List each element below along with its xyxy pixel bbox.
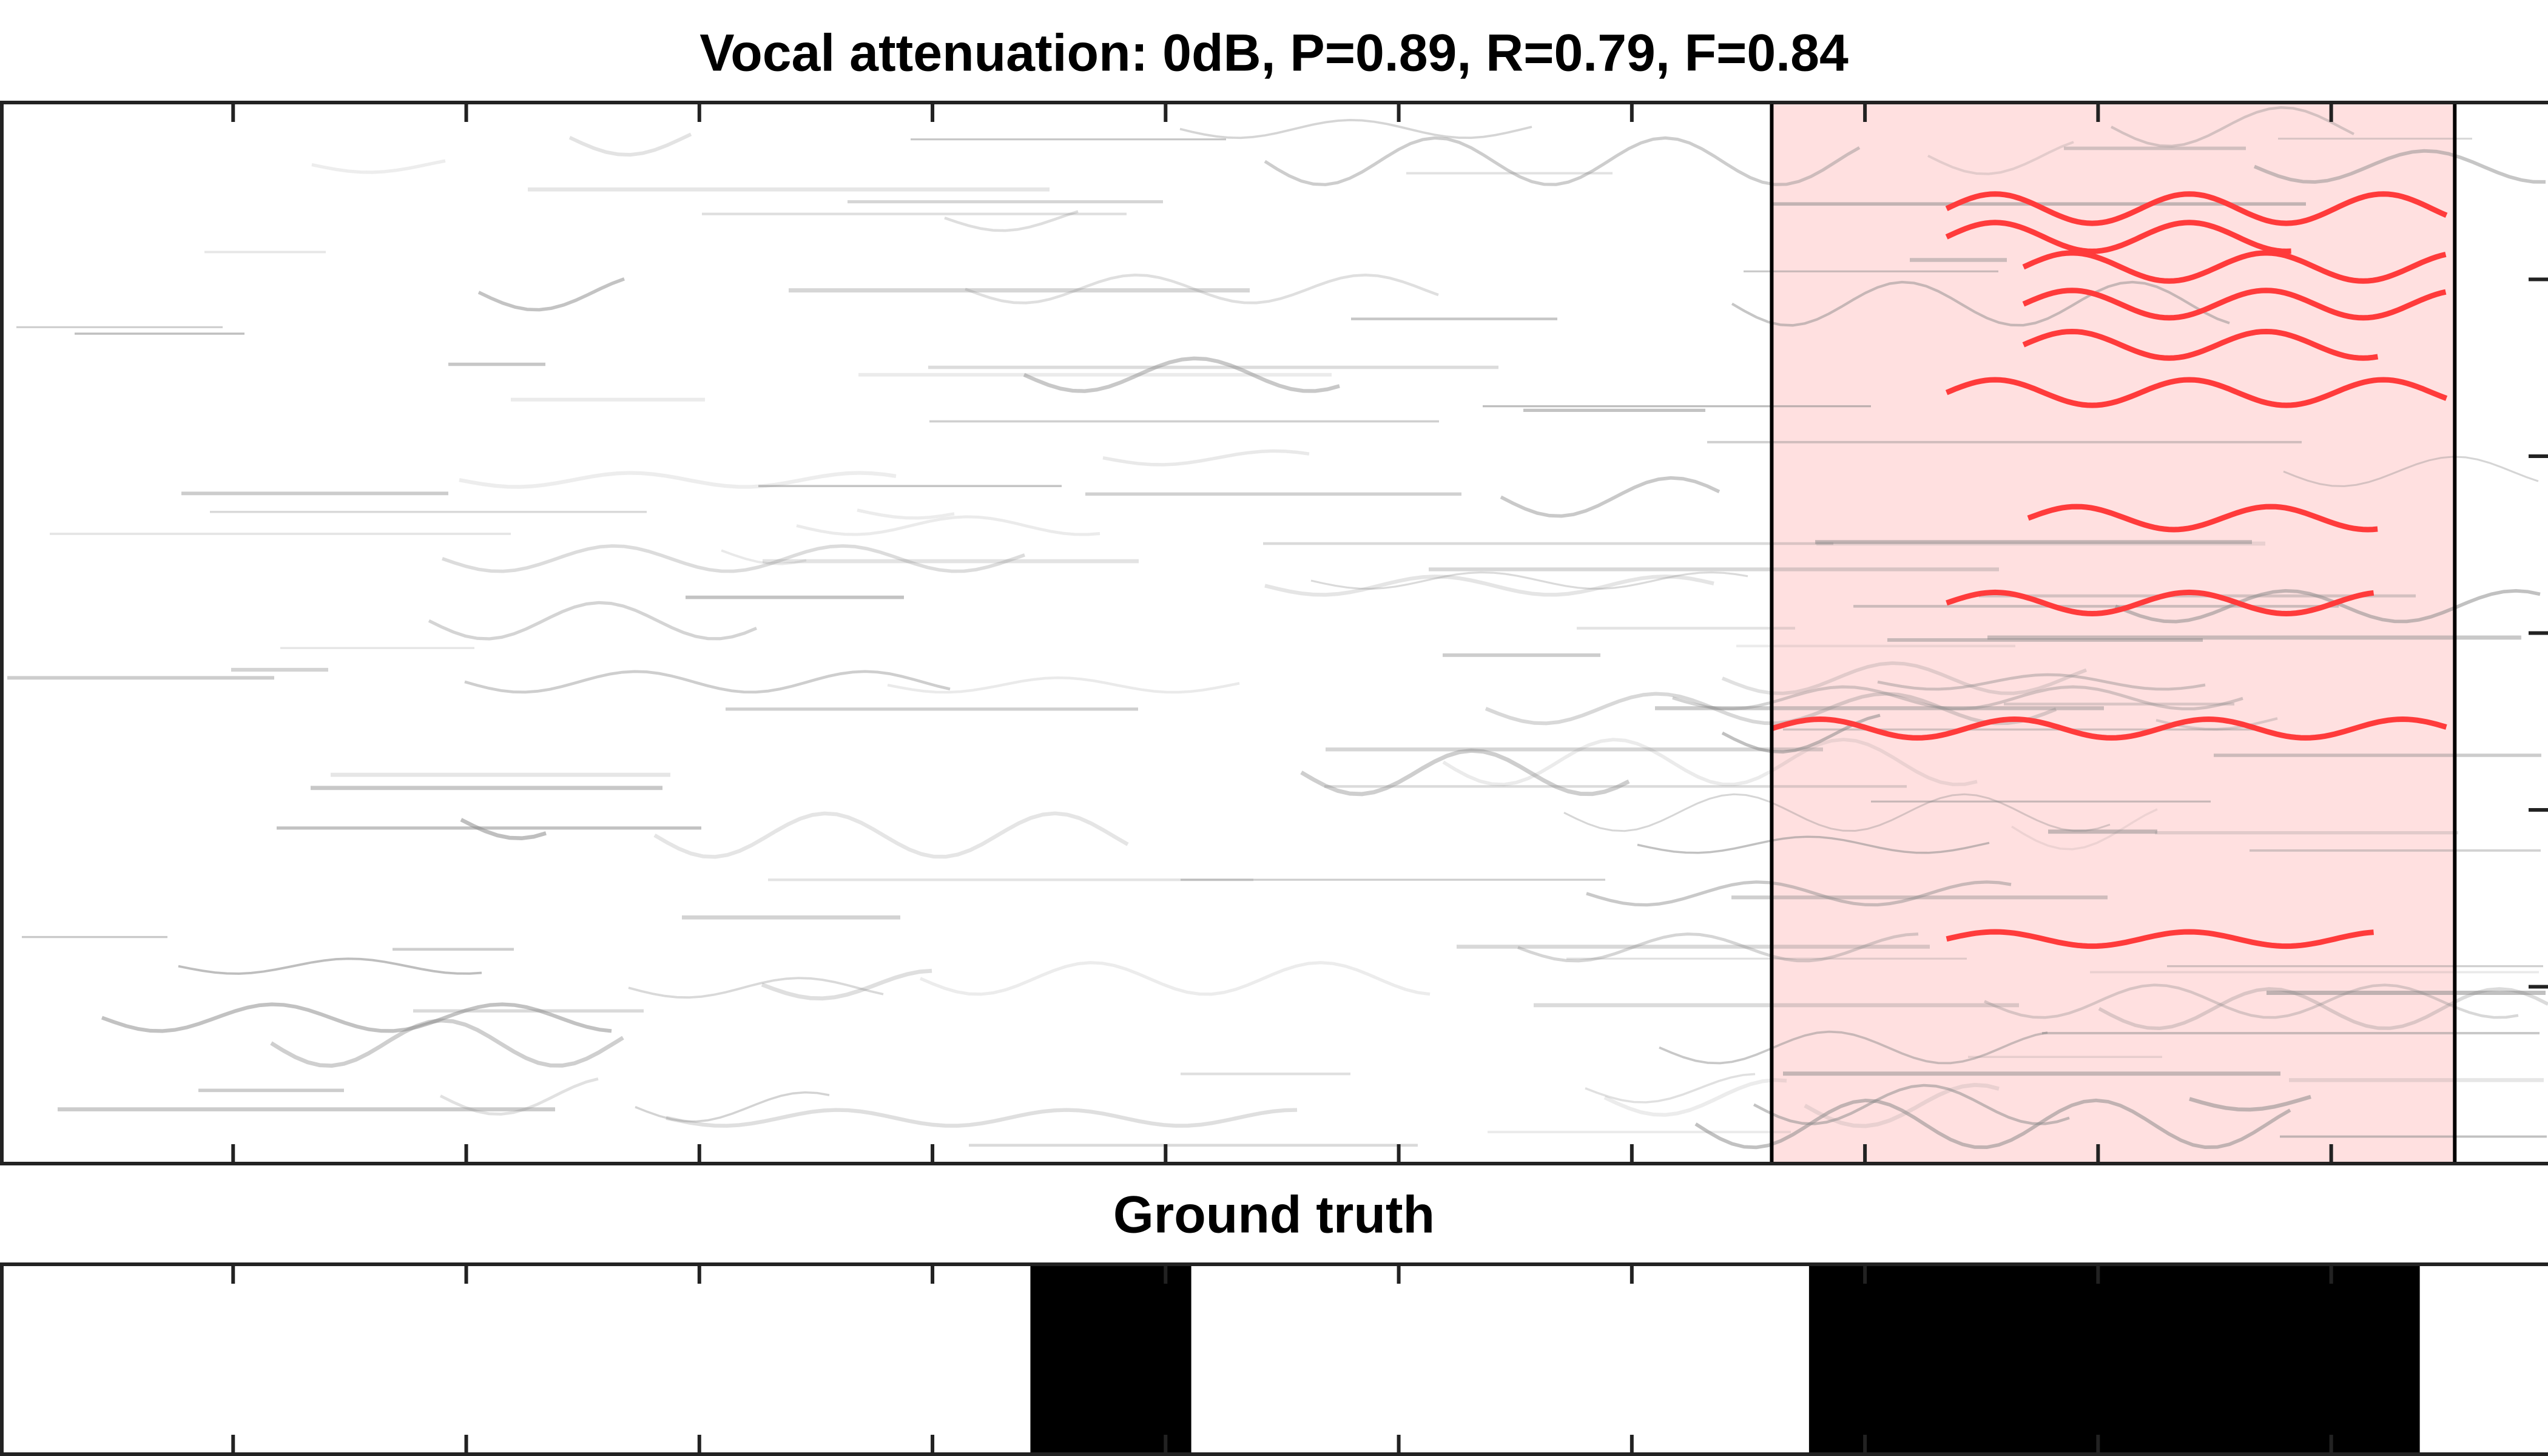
spectrogram-texture [653, 811, 1129, 859]
vocal-contour [2027, 504, 2378, 533]
spectrogram-texture [796, 515, 1100, 536]
spectrogram-texture [1102, 449, 1310, 467]
truth-segment [1030, 1264, 1191, 1454]
vocal-contour [1946, 589, 2374, 617]
spectrogram-texture [666, 1108, 1298, 1128]
spectrogram-texture [1694, 1098, 2291, 1150]
spectrogram-texture [178, 957, 482, 975]
spectrogram-texture [1585, 1073, 1756, 1104]
spectrogram-texture [460, 818, 547, 840]
spectrogram-texture [1672, 685, 2243, 711]
spectrogram-texture [887, 676, 1240, 694]
spectrogram-texture [428, 601, 758, 641]
spectrogram-texture [477, 277, 625, 312]
vocal-contour [2022, 328, 2379, 361]
spectrogram-texture [1310, 571, 1748, 590]
spectrogram-texture [1264, 136, 1861, 186]
vocal-contour [1945, 220, 2291, 254]
spectrogram-texture [635, 1091, 830, 1123]
spectrogram-texture [101, 1002, 612, 1033]
spectrogram-texture [464, 670, 951, 694]
vocal-contour [2022, 288, 2447, 321]
spectrogram-texture [1586, 880, 2012, 907]
chart-title: Ground truth [1113, 1186, 1435, 1244]
spectrogram-texture [568, 132, 692, 157]
spectrogram-texture [2253, 149, 2546, 184]
vocal-contour [1945, 377, 2448, 408]
spectrogram-texture [2011, 808, 2158, 851]
spectrogram-texture [2114, 589, 2541, 624]
spectrogram-texture [965, 274, 1439, 305]
spectrogram-texture [628, 977, 884, 999]
spectrogram-texture [1804, 1083, 2000, 1128]
spectrogram-texture [442, 544, 1025, 573]
spectrogram-texture [1721, 661, 2088, 695]
spectrogram-texture [1300, 748, 1630, 797]
spectrogram-texture [1984, 983, 2519, 1019]
spectrogram-texture [2098, 987, 2548, 1031]
spectrogram-texture [1753, 1084, 2070, 1125]
axes-frame [0, 1262, 2548, 1456]
spectrogram-texture [1637, 835, 1990, 854]
axes-frame [0, 101, 2548, 1165]
vocal-contour [2022, 250, 2447, 284]
spectrogram-texture [311, 159, 446, 174]
spectrogram-texture [1500, 476, 1721, 518]
spectrogram-texture [1731, 280, 2230, 327]
spectrogram-texture [857, 508, 955, 520]
spectrogram-texture [1659, 1030, 2048, 1065]
spectrogram-texture [944, 210, 1079, 232]
spectrogram-texture [1264, 575, 1714, 597]
spectrogram-texture [270, 1018, 624, 1068]
vocal-contour [1771, 716, 2447, 741]
spectrogram-texture [2189, 1094, 2311, 1112]
spectrogram-texture [919, 961, 1431, 996]
spectrogram-texture [721, 549, 807, 565]
chart-title: Vocal attenuation: 0dB, P=0.89, R=0.79, … [699, 24, 1849, 83]
vocal-contour [1945, 191, 2448, 226]
spectrogram-texture [1442, 738, 1978, 787]
spectrogram-texture [1023, 356, 1340, 393]
truth-segment [1808, 1264, 2420, 1454]
spectrogram-texture [1877, 673, 2206, 691]
spectrogram-texture [459, 471, 897, 489]
spectrogram-texture [439, 1077, 599, 1116]
spectrogram-texture [761, 968, 932, 1001]
spectrogram-texture [1563, 793, 2111, 832]
spectrogram-texture [2111, 106, 2354, 147]
spectrogram-texture [1603, 1078, 1787, 1117]
spectrogram-texture [2283, 456, 2539, 487]
spectrogram-texture [1927, 141, 2074, 175]
spectrogram-texture [1179, 119, 1532, 140]
vocal-contour [1946, 929, 2374, 949]
spectrogram-texture [1517, 932, 1919, 963]
